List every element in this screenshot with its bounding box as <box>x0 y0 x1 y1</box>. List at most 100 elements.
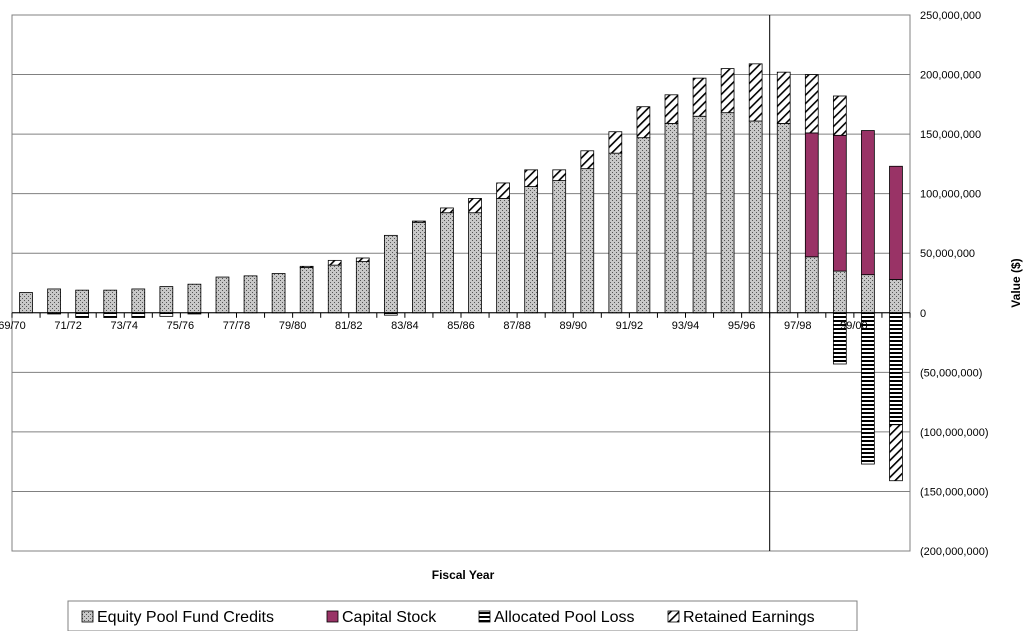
x-tick-label: 75/76 <box>167 320 195 332</box>
bar-segment <box>75 312 90 318</box>
legend-swatch <box>478 610 491 623</box>
y-tick-label: 100,000,000 <box>920 189 981 201</box>
x-tick-label: 71/72 <box>54 320 82 332</box>
bar-segment <box>355 257 370 262</box>
x-tick-label: 73/74 <box>110 320 138 332</box>
legend-label: Capital Stock <box>342 609 437 626</box>
x-tick-label: 87/88 <box>503 320 531 332</box>
bar-segment <box>889 165 903 280</box>
y-tick-label: (150,000,000) <box>920 486 989 498</box>
bar-segment <box>664 122 679 314</box>
bar-segment <box>299 265 314 268</box>
bar-segment <box>832 270 847 314</box>
legend: Equity Pool Fund Credits Capital Stock All… <box>81 609 815 626</box>
bar-segment <box>412 220 426 223</box>
y-axis-title: Value ($) <box>1009 258 1023 307</box>
bar-segment <box>299 267 314 314</box>
bar-segment <box>468 198 482 214</box>
bar-segment <box>580 150 595 170</box>
bar-segment <box>889 279 903 314</box>
bar-segment <box>552 180 567 314</box>
x-tick-label: 83/84 <box>391 320 419 332</box>
bar-segment <box>664 94 679 124</box>
bar-segment <box>19 292 33 314</box>
bar-segment <box>608 131 623 154</box>
x-tick-label: 85/86 <box>447 320 475 332</box>
bar-segment <box>243 275 258 314</box>
bar-segment <box>131 288 146 314</box>
plot-area <box>11 14 911 552</box>
bar-segment <box>692 77 707 117</box>
x-tick-label: 97/98 <box>784 320 812 332</box>
legend-label: Equity Pool Fund Credits <box>97 609 274 626</box>
bar-segment <box>159 286 174 314</box>
legend-box <box>67 600 858 631</box>
bar-segment <box>804 132 819 258</box>
bar-segment <box>692 115 707 314</box>
x-tick-label: 89/90 <box>559 320 587 332</box>
x-tick-label: 91/92 <box>616 320 644 332</box>
bar-segment <box>861 312 875 465</box>
bar-segment <box>636 137 651 314</box>
bar-segment <box>103 289 118 314</box>
bar-segment <box>889 312 903 426</box>
y-tick-label: (200,000,000) <box>920 546 989 558</box>
bar-segment <box>187 283 202 314</box>
legend-swatch <box>81 610 94 623</box>
bar-segment <box>861 274 875 314</box>
x-tick-label: 95/96 <box>728 320 756 332</box>
y-tick-label: (100,000,000) <box>920 427 989 439</box>
x-tick-label: 79/80 <box>279 320 307 332</box>
x-tick-labels: 69/70 71/72 73/74 75/76 77/78 79/80 81/82 83/84… <box>0 312 911 332</box>
bar-segment <box>580 168 595 314</box>
bar-segment <box>861 130 875 276</box>
bar-segment <box>75 289 90 314</box>
bar-segment <box>440 207 454 214</box>
x-tick-label: 99/00 <box>840 320 868 332</box>
y-tick-label: 250,000,000 <box>920 10 981 22</box>
y-tick-label: 50,000,000 <box>920 248 975 260</box>
bar-segment <box>608 152 623 314</box>
bar-segment <box>776 71 791 124</box>
y-tick-label: 200,000,000 <box>920 70 981 82</box>
bar-segment <box>832 95 847 136</box>
x-tick-label: 69/70 <box>0 320 26 332</box>
bar-segment <box>412 221 426 314</box>
bar-segment <box>215 276 230 314</box>
bar-segment <box>159 312 174 317</box>
bar-segment <box>776 122 791 314</box>
bar-segment <box>720 68 735 114</box>
y-tick-label: 0 <box>920 308 926 320</box>
x-tick-label: 77/78 <box>223 320 251 332</box>
x-axis-title: Fiscal Year <box>432 568 495 582</box>
bar-segment <box>636 106 651 139</box>
bar-segment <box>440 212 454 314</box>
y-tick-label: (50,000,000) <box>920 367 982 379</box>
bar-segment <box>103 312 118 318</box>
legend-label: Retained Earnings <box>683 609 815 626</box>
bar-segment <box>496 198 510 314</box>
legend-label: Allocated Pool Loss <box>494 609 635 626</box>
bar-segment <box>131 312 146 318</box>
bar-segment <box>832 134 847 272</box>
bar-segment <box>524 186 539 314</box>
x-tick-label: 93/94 <box>672 320 700 332</box>
bar-segment <box>804 256 819 314</box>
bar-segment <box>468 212 482 314</box>
bar-segment <box>327 264 342 314</box>
bar-segment <box>47 288 61 314</box>
bar-segment <box>748 120 763 314</box>
bar-segment <box>720 112 735 314</box>
y-tick-label: 150,000,000 <box>920 129 981 141</box>
legend-swatch <box>667 610 680 623</box>
bar-segment <box>524 169 539 187</box>
bar-segment <box>383 234 398 314</box>
bar-segment <box>327 259 342 266</box>
bar-segment <box>355 261 370 314</box>
bar-segment <box>748 63 763 122</box>
bar-segment <box>552 169 567 181</box>
bar-segment <box>496 182 510 199</box>
y-tick-labels: 250,000,000 200,000,000 150,000,000 100,000… <box>920 10 989 558</box>
x-tick-label: 81/82 <box>335 320 363 332</box>
